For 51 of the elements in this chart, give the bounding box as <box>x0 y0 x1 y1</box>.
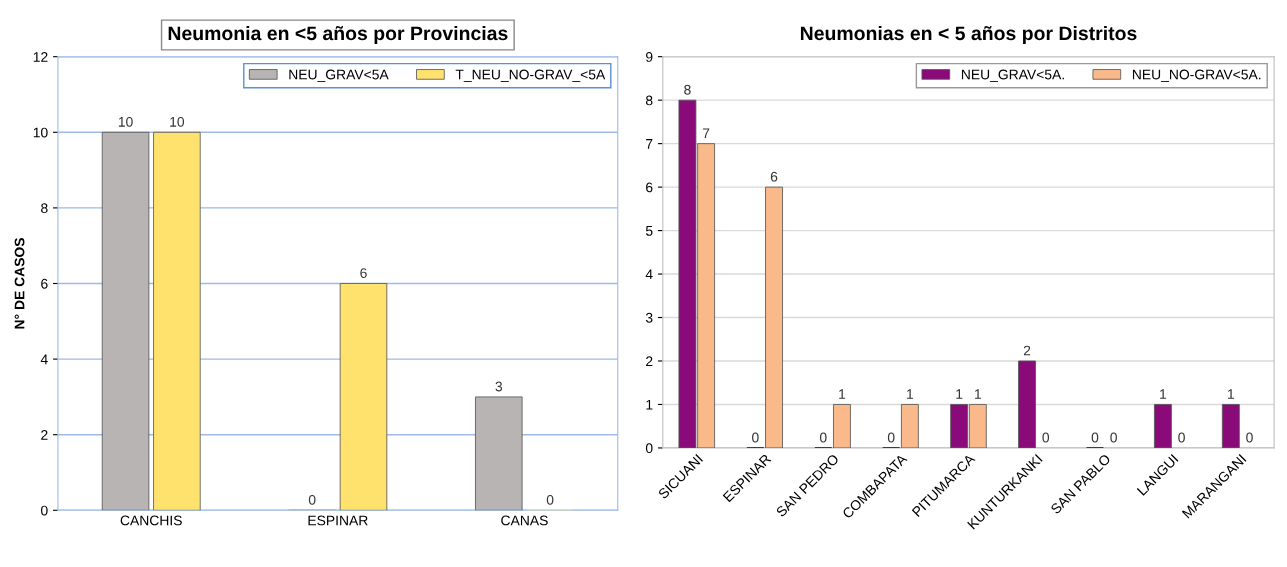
legend-label: T_NEU_NO-GRAV_<5A <box>455 69 606 83</box>
chart-title: Neumonias en < 5 años por Distritos <box>800 25 1137 45</box>
data-label: 1 <box>907 389 914 399</box>
y-tick-label: 5 <box>645 226 653 236</box>
x-tick-label: CANCHIS <box>120 515 182 526</box>
data-label: 0 <box>1246 432 1253 443</box>
legend-label: NEU_NO-GRAV<5A. <box>1132 69 1261 83</box>
y-tick-label: 12 <box>33 52 48 62</box>
y-tick-label: 6 <box>41 278 48 289</box>
x-tick-label: ESPINAR <box>308 515 368 526</box>
legend-label: NEU_GRAV<5A <box>289 69 389 83</box>
x-tick-label: CANAS <box>501 515 548 526</box>
data-label: 0 <box>887 432 895 443</box>
data-label: 0 <box>1110 432 1117 443</box>
y-tick-label: 0 <box>41 505 48 516</box>
data-label: 0 <box>819 432 827 443</box>
data-label: 1 <box>956 389 963 399</box>
legend-label: NEU_GRAV<5A. <box>961 69 1064 83</box>
y-tick-label: 2 <box>646 356 653 367</box>
data-label: 6 <box>360 268 367 278</box>
data-label: 6 <box>770 171 778 182</box>
y-tick-label: 8 <box>645 95 653 106</box>
y-tick-label: 0 <box>645 443 653 454</box>
y-tick-label: 4 <box>645 269 653 280</box>
y-axis-title: N° DE CASOS <box>14 238 25 329</box>
data-label: 0 <box>308 494 316 505</box>
y-tick-label: 1 <box>646 399 653 410</box>
y-tick-label: 4 <box>40 354 48 365</box>
y-tick-label: 3 <box>645 312 653 323</box>
data-label: 1 <box>839 389 846 399</box>
y-tick-label: 2 <box>41 430 48 440</box>
data-label: 7 <box>702 128 710 138</box>
y-tick-label: 6 <box>646 182 653 193</box>
y-tick-label: 9 <box>646 52 653 62</box>
data-label: 1 <box>1228 389 1235 399</box>
data-label: 0 <box>1042 432 1050 443</box>
data-label: 8 <box>684 84 691 95</box>
data-label: 1 <box>1160 389 1167 399</box>
y-tick-label: 7 <box>646 139 653 149</box>
data-label: 1 <box>975 389 981 399</box>
data-label: 0 <box>752 432 759 443</box>
data-label: 3 <box>495 381 503 392</box>
chart-title: Neumonia en <5 años por Provincias <box>168 25 508 45</box>
data-label: 2 <box>1023 345 1031 356</box>
y-tick-label: 10 <box>33 127 48 138</box>
data-label: 10 <box>118 116 133 127</box>
data-label: 10 <box>170 116 185 127</box>
data-label: 0 <box>1178 432 1185 443</box>
y-tick-label: 8 <box>41 203 48 214</box>
data-label: 0 <box>546 494 554 505</box>
data-label: 0 <box>1091 432 1099 443</box>
